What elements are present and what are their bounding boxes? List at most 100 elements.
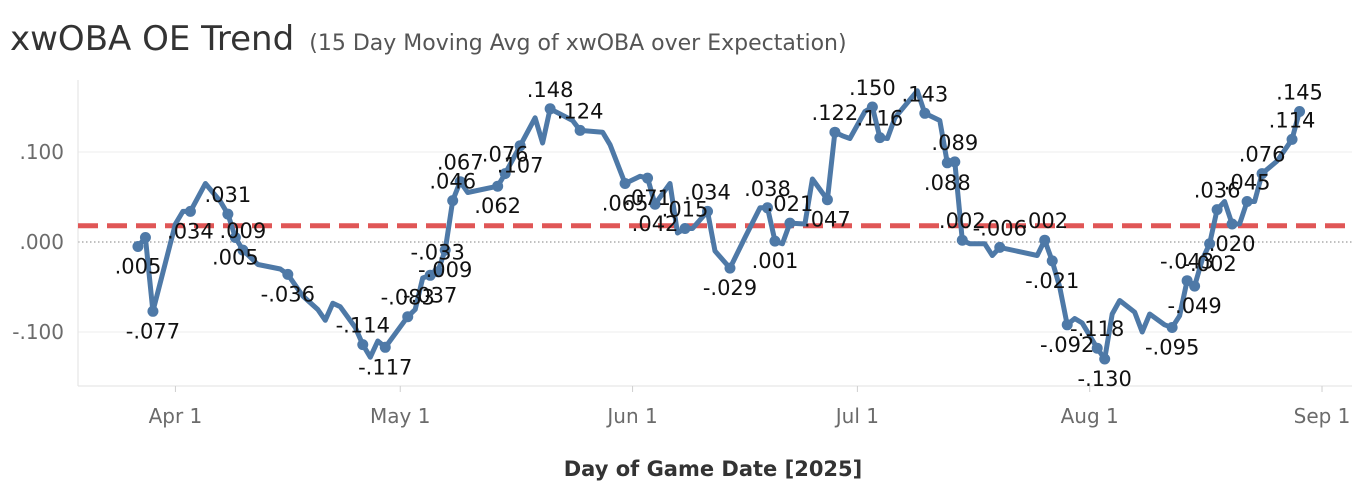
- data-point: [1091, 342, 1103, 354]
- data-label: .076: [1239, 143, 1286, 167]
- data-label: -.077: [126, 319, 180, 343]
- data-label: -.002: [1182, 252, 1236, 276]
- data-label: -.036: [261, 282, 315, 306]
- data-point: [229, 232, 241, 243]
- data-label: .020: [1209, 232, 1256, 256]
- data-label: -.043: [1160, 250, 1214, 274]
- data-label: .124: [557, 99, 604, 123]
- data-label: .002: [1021, 209, 1068, 233]
- data-label: -.118: [1070, 317, 1124, 341]
- data-label: .036: [1194, 179, 1241, 203]
- data-label: .089: [931, 131, 978, 155]
- data-point: [447, 195, 459, 207]
- data-label: -.114: [336, 314, 390, 338]
- data-point: [866, 101, 878, 113]
- x-tick-label: Apr 1: [149, 404, 203, 428]
- x-tick-label: Jun 1: [605, 404, 657, 428]
- data-label: .145: [1276, 81, 1323, 105]
- data-point: [679, 223, 691, 234]
- data-point: [139, 232, 151, 243]
- y-tick-label: -.100: [12, 320, 64, 344]
- data-label: .062: [474, 194, 521, 218]
- data-label: -.021: [1025, 269, 1079, 293]
- data-label: -.033: [411, 241, 465, 265]
- data-point: [147, 305, 159, 317]
- data-point: [1204, 238, 1216, 250]
- y-tick-label: .000: [19, 230, 64, 254]
- data-label: .150: [849, 76, 896, 100]
- data-point: [1211, 204, 1223, 216]
- chart-title: xwOBA OE Trend (15 Day Moving Avg of xwO…: [10, 19, 847, 59]
- data-label: .071: [624, 186, 671, 210]
- data-label: -.029: [703, 276, 757, 300]
- data-label: -.037: [403, 283, 457, 307]
- data-point: [1046, 255, 1058, 267]
- data-label: .038: [744, 177, 791, 201]
- data-point: [919, 107, 931, 119]
- data-label: .042: [632, 212, 679, 236]
- data-point: [1226, 218, 1238, 230]
- data-label: .065: [602, 192, 649, 216]
- data-label: .046: [429, 170, 476, 194]
- x-tick-label: Jul 1: [834, 404, 879, 428]
- data-label: .067: [437, 151, 484, 175]
- data-point: [432, 266, 444, 278]
- data-point: [1061, 319, 1073, 331]
- data-point: [132, 241, 144, 252]
- data-point: [1189, 280, 1201, 292]
- data-point: [1166, 322, 1178, 333]
- data-point: [454, 176, 466, 188]
- data-point: [949, 156, 961, 168]
- data-point: [439, 244, 451, 256]
- data-label: -.092: [1040, 333, 1094, 357]
- x-axis-title: Day of Game Date [2025]: [564, 457, 863, 481]
- data-label: .015: [662, 198, 709, 222]
- data-label: .005: [115, 255, 162, 279]
- y-tick-label: .100: [19, 140, 64, 164]
- data-label: .045: [1224, 171, 1271, 195]
- data-point: [514, 140, 526, 152]
- data-label: -.095: [1145, 336, 1199, 360]
- data-label: .009: [219, 219, 266, 243]
- data-label-layer: .005 -.077 .034 .031 .005 .009 -.036 -.114 -.117…: [115, 76, 1323, 391]
- x-tick-label: Sep 1: [1294, 404, 1351, 428]
- data-label: .116: [856, 107, 903, 131]
- data-point: [769, 235, 781, 247]
- data-label: .114: [1269, 108, 1316, 132]
- data-point: [821, 194, 833, 206]
- data-point: [222, 208, 234, 220]
- data-label: .031: [204, 183, 251, 207]
- data-point: [282, 268, 294, 280]
- data-label: .002: [939, 209, 986, 233]
- data-point: [544, 103, 556, 115]
- data-point: [649, 198, 661, 210]
- chart-title-main: xwOBA OE Trend: [10, 19, 294, 59]
- data-label: .001: [752, 249, 799, 273]
- data-label: .034: [167, 219, 214, 243]
- data-label: .122: [812, 101, 859, 125]
- x-tick-label: Aug 1: [1061, 404, 1119, 428]
- data-point: [1294, 106, 1306, 117]
- data-point: [357, 339, 369, 351]
- data-point: [724, 262, 736, 274]
- data-point: [994, 241, 1006, 253]
- data-label: .076: [482, 143, 529, 167]
- data-point: [1099, 353, 1111, 365]
- data-point: [1286, 133, 1298, 145]
- data-point: [1241, 196, 1253, 207]
- data-label: .021: [767, 192, 814, 216]
- data-point: [492, 180, 504, 192]
- data-point: [642, 172, 654, 184]
- series-layer: [132, 88, 1306, 365]
- data-label: -.009: [418, 258, 472, 282]
- chart-subtitle: (15 Day Moving Avg of xwOBA over Expecta…: [309, 31, 846, 56]
- data-point: [499, 168, 511, 180]
- data-label: -.049: [1167, 294, 1221, 318]
- data-point: [402, 311, 414, 323]
- x-tick-label: May 1: [370, 404, 430, 428]
- data-point: [237, 244, 249, 256]
- data-label: -.117: [358, 355, 412, 379]
- data-point: [829, 126, 841, 138]
